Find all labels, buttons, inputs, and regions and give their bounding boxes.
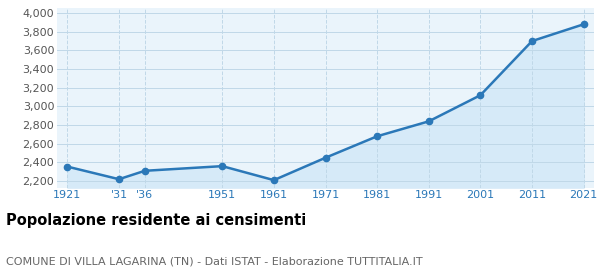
Text: Popolazione residente ai censimenti: Popolazione residente ai censimenti: [6, 213, 306, 228]
Text: COMUNE DI VILLA LAGARINA (TN) - Dati ISTAT - Elaborazione TUTTITALIA.IT: COMUNE DI VILLA LAGARINA (TN) - Dati IST…: [6, 256, 422, 267]
